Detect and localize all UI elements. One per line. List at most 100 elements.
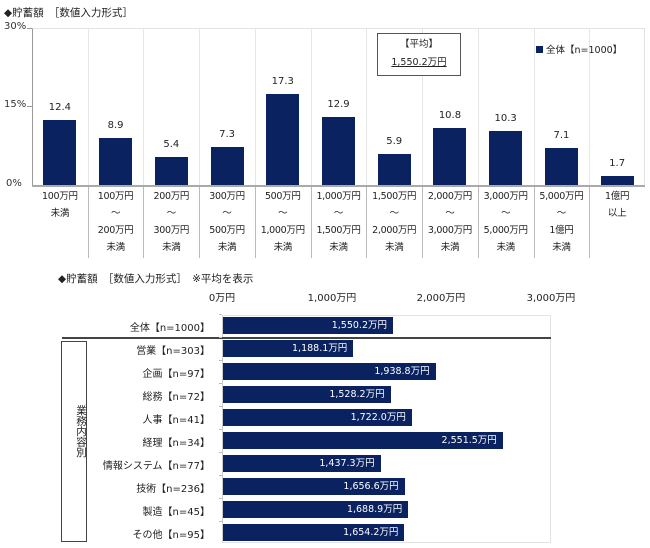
- x-category-line: 1,500万円: [316, 225, 361, 236]
- group-label: 業務内容別: [75, 405, 87, 458]
- row-label: 全体【n=1000】: [129, 323, 210, 334]
- column-gridline: [422, 28, 424, 185]
- row-tickmark: [219, 429, 222, 430]
- row-label: 営業【n=303】: [136, 346, 210, 357]
- x-category-line: ～: [278, 208, 288, 219]
- x-category-line: 1,000万円: [316, 191, 361, 202]
- column-gridline: [477, 28, 479, 185]
- x-category-label: 5,000万円 ～ 1億円 未満: [533, 188, 589, 256]
- x-category-line: ～: [222, 208, 232, 219]
- bar-value-label: 12.9: [327, 99, 350, 111]
- bar-value-label: 10.3: [494, 113, 517, 125]
- hbar: 1,938.8万円: [223, 363, 436, 380]
- row-label: 経理【n=34】: [142, 438, 210, 449]
- column-gridline: [310, 28, 312, 185]
- x-tick-1000: 1,000万円: [307, 293, 357, 304]
- row-label: 製造【n=45】: [142, 507, 210, 518]
- x-category-line: 未満: [106, 242, 125, 253]
- hbar: 2,551.5万円: [223, 432, 503, 449]
- bottom-chart-title: ◆貯蓄額 ［数値入力形式］ ※平均を表示: [58, 273, 254, 285]
- x-category-line: ～: [333, 208, 344, 219]
- x-category-label: 1,000万円 ～ 1,500万円 未満: [311, 188, 367, 256]
- x-category-line: ～: [110, 208, 121, 219]
- row-tickmark: [219, 383, 222, 384]
- average-value: 1,550.2万円: [391, 57, 447, 68]
- row-label: 人事【n=41】: [142, 415, 210, 426]
- x-category-line: 3,000万円: [427, 225, 472, 236]
- y-tickmark-30: [27, 28, 32, 29]
- x-category-line: 以上: [607, 208, 627, 219]
- x-category-label: 1,500万円 ～ 2,000万円 未満: [366, 188, 422, 256]
- hbar: 1,550.2万円: [223, 317, 393, 334]
- row-tickmark: [219, 406, 222, 407]
- y-tickmark-15: [27, 106, 32, 107]
- hbar: 1,654.2万円: [223, 524, 405, 541]
- bar-value-label: 7.1: [553, 129, 570, 141]
- bar-value-label: 7.3: [219, 128, 235, 140]
- bar-value-label: 12.4: [48, 102, 71, 114]
- x-category-label: 100万円 ～ 200万円未満: [88, 188, 144, 256]
- x-category-line: 200万円: [153, 191, 190, 202]
- x-category-line: 100万円: [97, 191, 134, 202]
- row-tickmark: [219, 498, 222, 499]
- x-category-line: 未満: [217, 242, 237, 253]
- x-category-line: ～: [501, 208, 511, 219]
- average-annotation-box: 【平均】 1,550.2万円: [377, 33, 461, 76]
- x-category-line: 2,000万円: [372, 225, 417, 236]
- x-category-line: 未満: [162, 242, 181, 253]
- x-category-line: 1億円: [549, 225, 574, 236]
- y-tick-30: 30%: [4, 21, 27, 32]
- category-separator: [589, 186, 591, 258]
- category-separator: [310, 186, 312, 258]
- column-gridline: [254, 28, 256, 185]
- x-category-line: 5,000万円: [539, 191, 584, 202]
- column-gridline: [366, 28, 368, 185]
- x-category-line: 200万円: [97, 225, 134, 236]
- bar: [99, 138, 133, 185]
- bar-value-label: 5.9: [386, 136, 403, 148]
- bar: [322, 117, 355, 185]
- row-tickmark: [219, 314, 222, 315]
- average-heading: 【平均】: [399, 39, 438, 50]
- category-separator: [422, 186, 424, 258]
- x-tick-3000: 3,000万円: [526, 293, 576, 304]
- x-category-line: 1,000万円: [260, 225, 305, 236]
- x-category-line: 2,000万円: [427, 191, 472, 202]
- column-gridline: [533, 28, 535, 185]
- x-axis-baseline: [32, 185, 645, 187]
- x-category-label: 100万円 未満: [32, 188, 88, 222]
- x-category-label: 2,000万円 ～ 3,000万円 未満: [422, 188, 478, 256]
- x-category-line: 5,000万円: [483, 225, 528, 236]
- x-category-line: ～: [389, 208, 400, 219]
- x-tick-2000: 2,000万円: [416, 293, 466, 304]
- x-category-line: 1億円: [605, 191, 630, 202]
- row-tickmark: [219, 337, 222, 338]
- row-tickmark: [219, 475, 222, 476]
- bar-value-label: 8.9: [107, 120, 124, 132]
- x-category-line: 未満: [496, 242, 515, 253]
- row-label: 総務【n=72】: [142, 392, 210, 403]
- bar: [544, 147, 578, 185]
- x-category-line: 未満: [440, 242, 460, 253]
- category-separator: [143, 186, 145, 258]
- x-category-line: 300万円: [209, 191, 245, 202]
- y-tick-0: 0%: [6, 178, 22, 189]
- category-separator: [87, 186, 89, 258]
- x-category-line: 未満: [552, 242, 571, 253]
- row-label: 技術【n=236】: [136, 484, 210, 495]
- bar: [210, 146, 244, 185]
- hbar: 1,188.1万円: [223, 340, 354, 357]
- x-tick-0: 0万円: [208, 293, 236, 304]
- x-category-label: 200万円 ～ 300万円 未満: [143, 188, 199, 256]
- bar: [43, 120, 77, 185]
- column-gridline: [87, 28, 89, 185]
- legend-label: 全体【n=1000】: [546, 45, 623, 56]
- row-tickmark: [219, 360, 222, 361]
- column-gridline: [199, 28, 201, 185]
- x-category-line: ～: [166, 208, 177, 219]
- row-label: その他【n=95】: [132, 530, 210, 541]
- hbar: 1,656.6万円: [223, 478, 405, 495]
- row-tickmark: [219, 452, 222, 453]
- hbar: 1,722.0万円: [223, 409, 412, 426]
- column-gridline: [589, 28, 591, 185]
